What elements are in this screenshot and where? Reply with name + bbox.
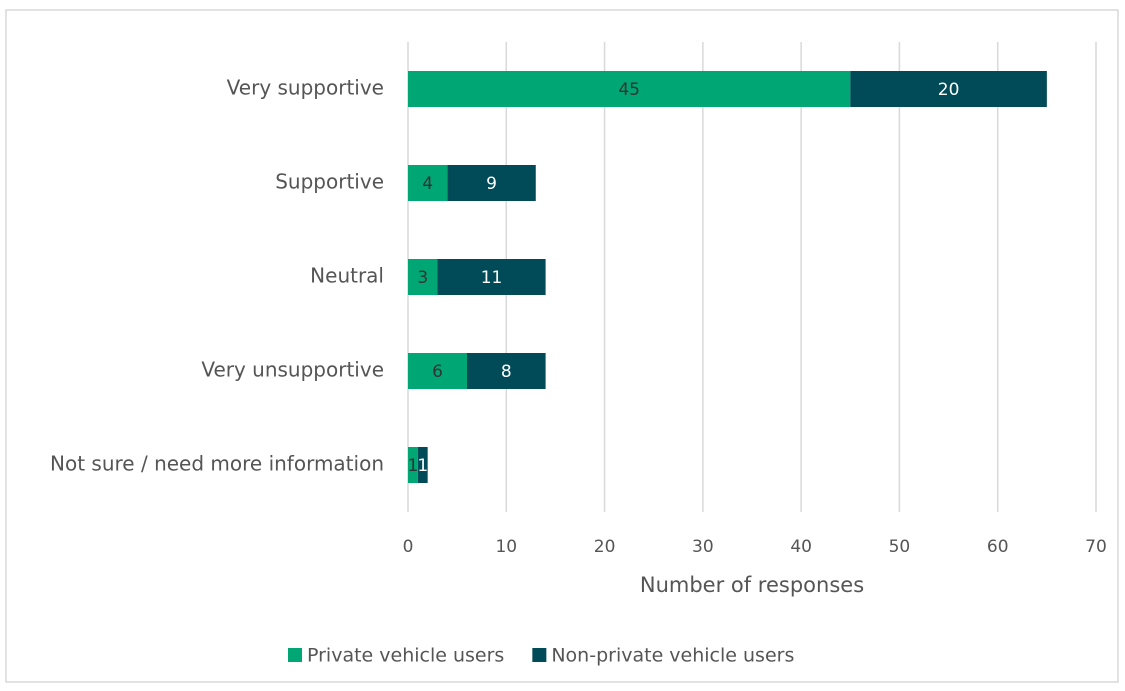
data-label: 45 [618, 80, 640, 100]
x-tick-label: 10 [495, 537, 517, 557]
data-label: 11 [481, 268, 503, 288]
data-label: 4 [422, 174, 433, 194]
data-label: 1 [408, 456, 419, 476]
bar-segment [408, 71, 851, 107]
x-tick-label: 60 [987, 537, 1009, 557]
legend-label: Non-private vehicle users [551, 645, 794, 667]
x-tick-label: 0 [403, 537, 414, 557]
legend-label: Private vehicle users [307, 645, 504, 667]
chart-frame [5, 9, 1119, 683]
y-tick-label: Very unsupportive [201, 358, 384, 382]
bar-segment [447, 165, 536, 201]
bar-segment [408, 447, 418, 483]
y-tick-label: Neutral [310, 264, 384, 288]
x-tick-label: 50 [889, 537, 911, 557]
y-tick-label: Not sure / need more information [50, 452, 384, 476]
data-label: 8 [501, 362, 512, 382]
bar-segment [850, 71, 1047, 107]
y-tick-label: Very supportive [227, 76, 384, 100]
bar-segment [408, 353, 467, 389]
data-label: 3 [417, 268, 428, 288]
x-tick-label: 20 [594, 537, 616, 557]
data-label: 1 [417, 456, 428, 476]
data-label: 6 [432, 362, 443, 382]
data-label: 20 [938, 80, 960, 100]
data-label: 9 [486, 174, 497, 194]
bar-segment [437, 259, 546, 295]
bar-segment [408, 165, 448, 201]
bar-segment [466, 353, 546, 389]
x-tick-label: 40 [790, 537, 812, 557]
x-axis-label: Number of responses [640, 573, 864, 597]
legend-swatch [532, 648, 547, 662]
x-tick-label: 30 [692, 537, 714, 557]
x-tick-label: 70 [1085, 537, 1107, 557]
y-tick-label: Supportive [275, 170, 384, 194]
bar-segment [417, 447, 428, 483]
bar-segment [408, 259, 438, 295]
legend-swatch [288, 648, 302, 662]
